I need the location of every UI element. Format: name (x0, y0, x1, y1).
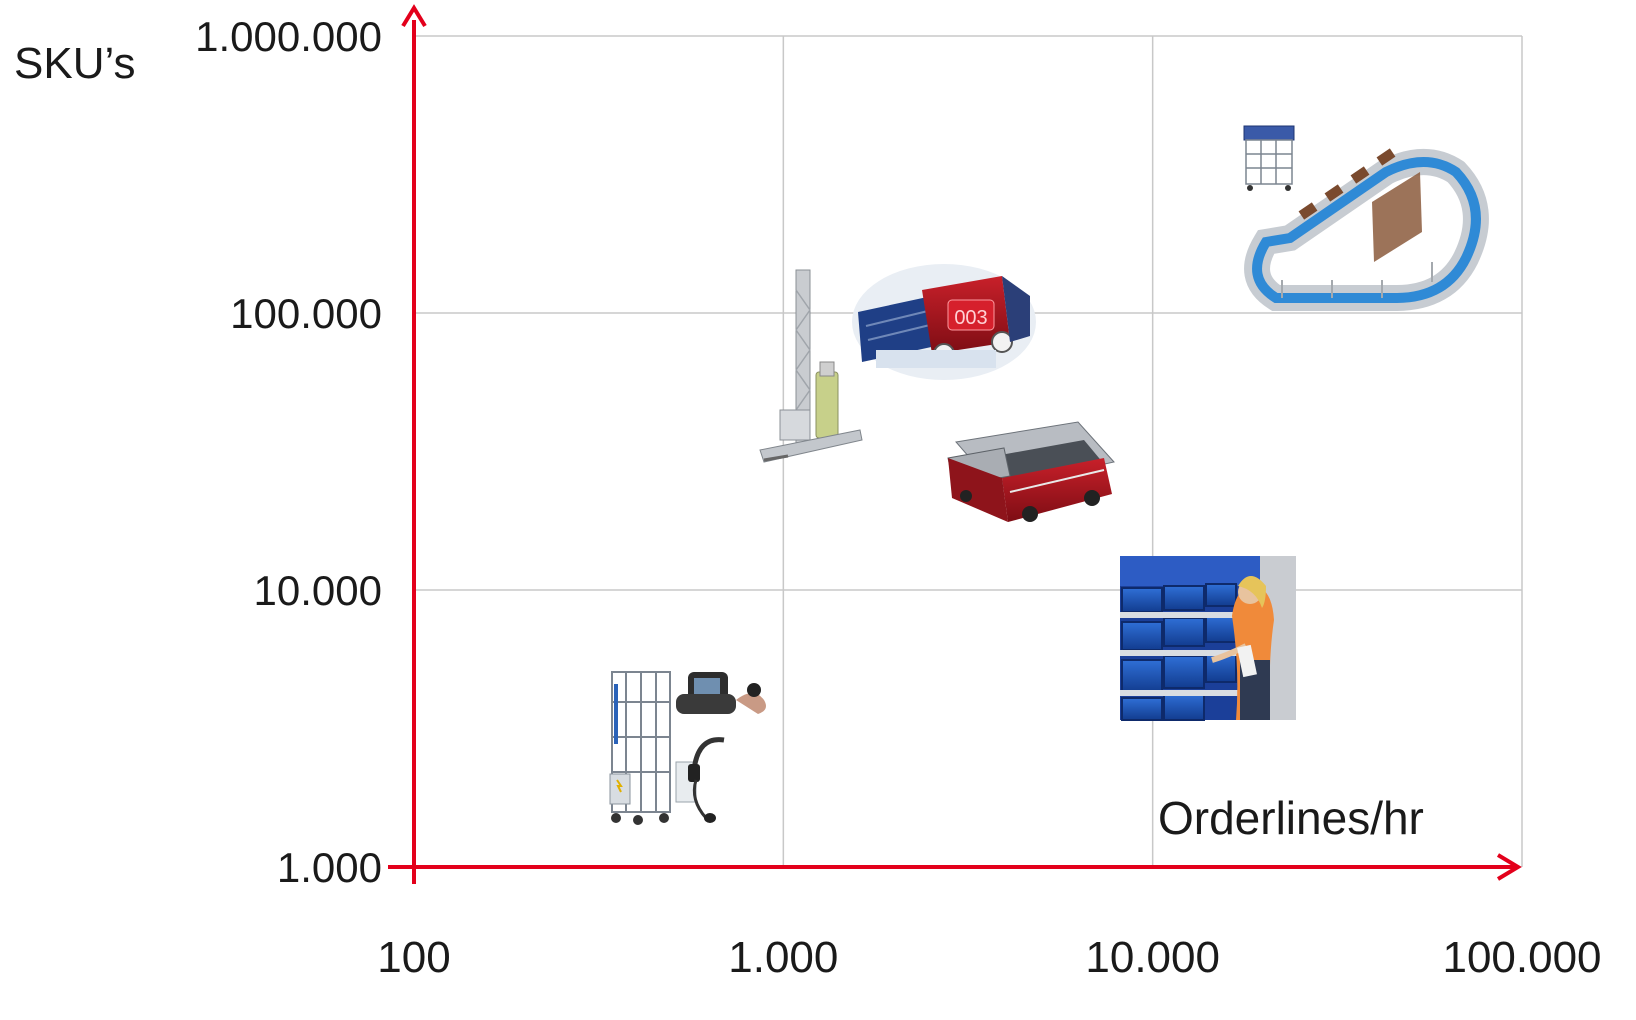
x-tick-label: 100.000 (1442, 933, 1601, 982)
operator-picking-bins-image (1120, 556, 1296, 721)
sorter-loop-conveyor-image (1243, 124, 1489, 311)
picking-cart-scanner-headset-image (609, 671, 766, 825)
y-axis-arrowhead (401, 4, 427, 28)
y-tick-label: 1.000.000 (195, 13, 382, 60)
x-axis-arrowhead (1496, 853, 1522, 881)
tick-labels: 100 1.000 10.000 100.000 1.000 10.000 100.000 1… (195, 13, 1601, 982)
x-tick-label: 10.000 (1085, 933, 1220, 982)
shuttle-vehicle-image (947, 421, 1115, 522)
y-tick-label: 1.000 (277, 844, 382, 891)
shuttle-robot-display-image: 003 (852, 264, 1036, 380)
y-axis-title: SKU’s (14, 39, 135, 88)
y-tick-label: 10.000 (254, 567, 382, 614)
x-tick-label: 100 (377, 933, 450, 982)
y-tick-label: 100.000 (230, 290, 382, 337)
stacker-crane-image (759, 269, 863, 463)
x-axis-title: Orderlines/hr (1158, 792, 1424, 844)
equipment-illustrations: 003 (609, 124, 1489, 825)
axes (388, 4, 1522, 884)
x-tick-label: 1.000 (728, 933, 838, 982)
svg-text:003: 003 (954, 307, 987, 329)
